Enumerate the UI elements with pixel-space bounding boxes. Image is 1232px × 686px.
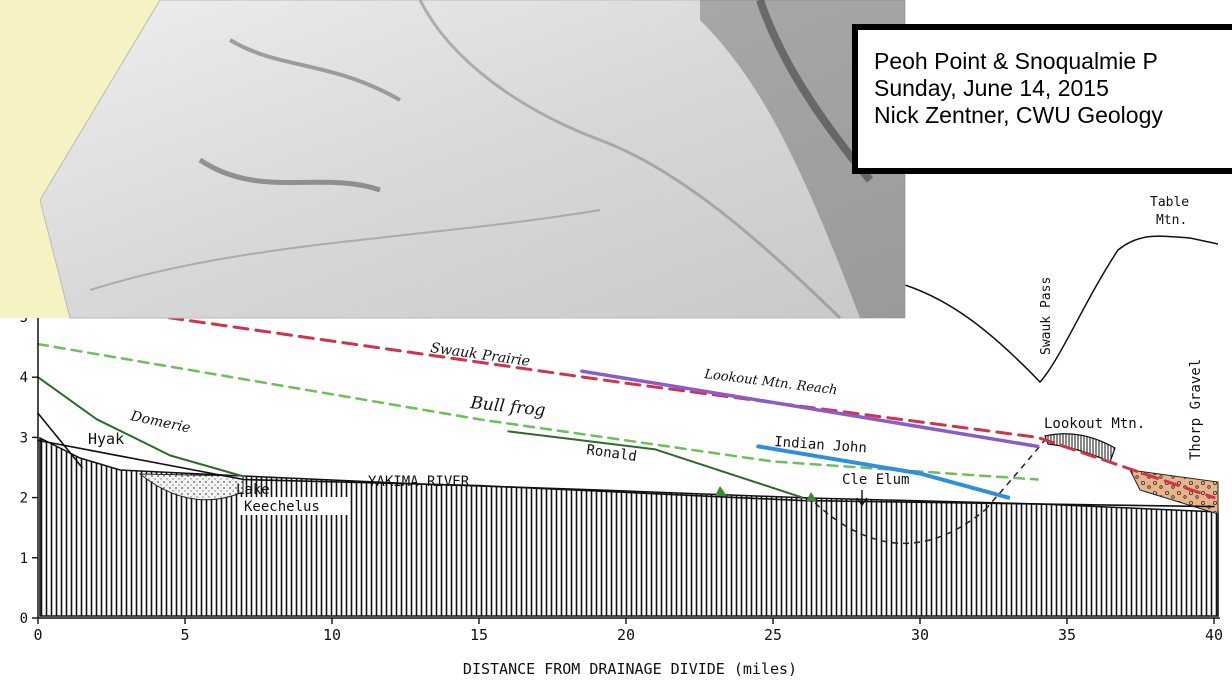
label-thorp-gravel: Thorp Gravel — [1188, 359, 1204, 460]
info-line-author: Nick Zentner, CWU Geology — [874, 102, 1163, 128]
x-tick-label: 35 — [1058, 626, 1076, 644]
map-road — [89, 209, 601, 291]
x-ticks: 0 5 10 15 20 25 30 35 40 — [33, 618, 1223, 644]
cle-elum-arrow — [856, 490, 868, 507]
series-lookout-mtn-reach — [580, 369, 1040, 449]
x-tick-label: 5 — [180, 626, 189, 644]
y-tick-label: 1 — [20, 551, 28, 567]
thorp-gravel-deposit — [1129, 469, 1219, 515]
x-tick-label: 30 — [911, 626, 929, 644]
label-table: Table — [1150, 195, 1189, 210]
label-mtn: Mtn. — [1156, 213, 1187, 228]
y-tick-label: 3 — [20, 430, 28, 446]
x-tick-label: 0 — [33, 626, 42, 644]
series-domerie — [37, 376, 245, 478]
label-bullfrog: Bull frog — [468, 393, 546, 421]
info-line-date: Sunday, June 14, 2015 — [874, 75, 1109, 101]
lookout-mtn-cap — [1044, 433, 1116, 463]
map-channel-1 — [418, 0, 842, 320]
y-tick-label: 2 — [20, 491, 28, 507]
terrace-fill-cle-elum — [806, 492, 817, 501]
x-tick-label: 10 — [323, 626, 341, 644]
x-tick-label: 25 — [764, 626, 782, 644]
y-tick-label: 4 — [20, 370, 28, 386]
map-wedge-backdrop — [0, 0, 160, 318]
terrace-fill-ronald — [715, 486, 727, 496]
cle-elum-basin — [814, 502, 986, 545]
label-lookout-mtn: Lookout Mtn. — [1044, 416, 1145, 432]
lidar-map-inset — [0, 0, 906, 320]
label-keechelus: Keechelus — [244, 499, 320, 515]
x-axis-title: DISTANCE FROM DRAINAGE DIVIDE (miles) — [463, 660, 797, 678]
bedrock-hatched-area — [39, 436, 1219, 617]
lookout-arc — [984, 439, 1046, 511]
map-ridge-1 — [228, 38, 401, 102]
swauk-pass-profile — [904, 235, 1219, 384]
x-tick-label: 40 — [1205, 626, 1223, 644]
label-cle-elum: Cle Elum — [842, 472, 909, 488]
series-hyak — [37, 412, 83, 469]
label-swauk-pass: Swauk Pass — [1039, 277, 1054, 355]
keechelus-label-bg — [240, 497, 348, 515]
label-hyak: Hyak — [88, 430, 124, 448]
label-yakima-river: YAKIMA RIVER — [368, 474, 470, 490]
info-box: Peoh Point & Snoqualmie P Sunday, June 1… — [852, 24, 1232, 174]
label-swauk-prairie: Swauk Prairie — [429, 340, 531, 370]
hillshade-map — [39, 0, 906, 319]
label-ronald: Ronald — [585, 442, 637, 465]
map-ridge-2 — [198, 157, 381, 193]
label-lake: Lake — [236, 482, 270, 498]
series-swauk-prairie — [36, 297, 1216, 500]
series-ronald — [507, 430, 804, 499]
x-tick-label: 15 — [470, 626, 488, 644]
y-tick-label: 0 — [20, 611, 28, 627]
info-line-title: Peoh Point & Snoqualmie P — [874, 48, 1158, 74]
label-domerie: Domerie — [128, 408, 192, 436]
terrace-series-layer — [36, 297, 1216, 508]
x-tick-label: 20 — [617, 626, 635, 644]
series-yakima-river — [37, 439, 1215, 508]
series-indian-john — [756, 444, 1011, 500]
lake-keechelus-basin — [138, 473, 244, 501]
label-indian-john: Indian John — [774, 434, 868, 456]
